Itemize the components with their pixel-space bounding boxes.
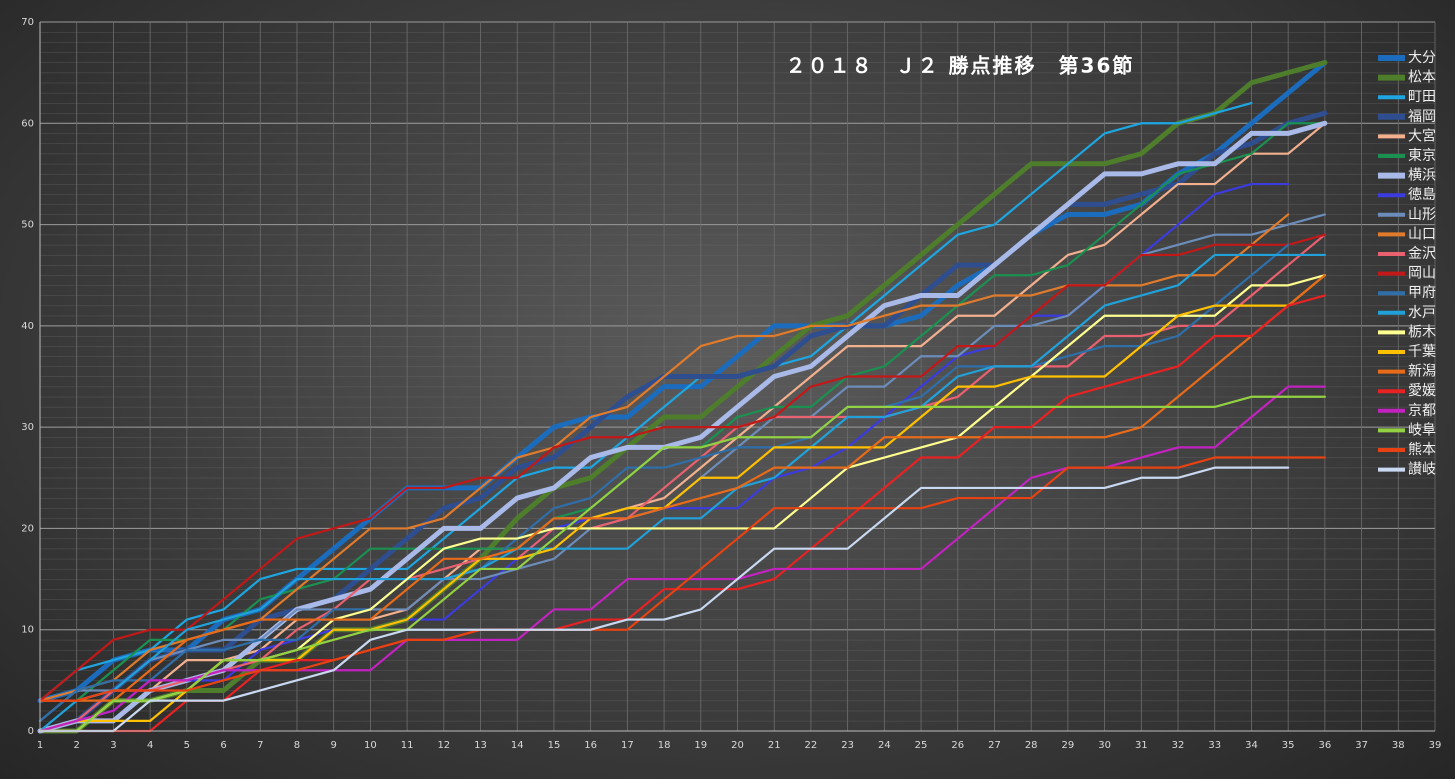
y-tick-label: 0 [28,726,34,737]
series-line [38,294,1326,733]
legend-label: 金沢 [1408,246,1436,262]
y-tick-label: 50 [21,220,34,231]
x-tick-label: 9 [330,740,336,751]
x-tick-label: 27 [988,740,1001,751]
series-line [38,233,1326,733]
x-tick-label: 21 [768,740,781,751]
legend-label: 徳島 [1408,187,1436,203]
x-tick-label: 13 [474,740,487,751]
series-line [38,233,1326,702]
legend-label: 讃岐 [1408,462,1436,478]
x-tick-label: 12 [437,740,450,751]
legend-label: 甲府 [1408,285,1436,301]
legend-label: 岡山 [1408,266,1436,282]
legend-label: 水戸 [1408,305,1436,321]
legend: 大分松本町田福岡大宮東京横浜徳島山形山口金沢岡山甲府水戸栃木千葉新潟愛媛京都岐阜… [1378,50,1436,478]
legend-label: 京都 [1408,403,1436,419]
x-tick-label: 38 [1392,740,1405,751]
x-tick-label: 11 [401,740,414,751]
x-tick-label: 1 [37,740,43,751]
x-tick-label: 7 [257,740,263,751]
legend-label: 愛媛 [1408,383,1436,399]
x-tick-label: 28 [1025,740,1038,751]
x-tick-label: 23 [841,740,854,751]
x-tick-label: 20 [731,740,744,751]
series-line [37,110,1328,734]
x-tick-label: 19 [694,740,707,751]
series-line [38,243,1290,722]
y-tick-label: 40 [21,321,34,332]
x-tick-label: 15 [548,740,561,751]
x-tick-label: 37 [1355,740,1368,751]
legend-label: 新潟 [1408,364,1436,380]
x-tick-label: 32 [1172,740,1185,751]
series-line [37,60,1328,734]
x-tick-label: 24 [878,740,891,751]
x-tick-label: 3 [110,740,116,751]
x-tick-label: 22 [805,740,818,751]
x-tick-label: 35 [1282,740,1295,751]
y-tick-label: 10 [21,625,34,636]
x-tick-label: 39 [1429,740,1442,751]
y-tick-label: 60 [21,118,34,129]
x-tick-label: 29 [1062,740,1075,751]
legend-label: 東京 [1408,148,1436,164]
x-tick-label: 25 [915,740,928,751]
x-tick-label: 17 [621,740,634,751]
legend-label: 栃木 [1408,324,1436,340]
x-tick-label: 33 [1208,740,1221,751]
legend-label: 山形 [1408,207,1436,223]
series-line [38,385,1326,733]
legend-label: 横浜 [1408,168,1436,184]
series-line [37,120,1328,734]
legend-label: 千葉 [1408,344,1436,360]
x-tick-label: 2 [74,740,80,751]
y-tick-label: 20 [21,523,34,534]
x-tick-label: 30 [1098,740,1111,751]
x-tick-label: 4 [147,740,153,751]
x-tick-label: 16 [584,740,597,751]
x-tick-label: 18 [658,740,671,751]
legend-label: 岐阜 [1408,421,1436,438]
y-tick-label: 30 [21,422,34,433]
x-tick-label: 34 [1245,740,1258,751]
x-tick-label: 36 [1319,740,1332,751]
x-tick-label: 26 [951,740,964,751]
x-tick-label: 6 [220,740,226,751]
series-line [38,101,1253,702]
legend-label: 熊本 [1408,442,1436,458]
legend-label: 山口 [1408,226,1436,242]
x-tick-label: 31 [1135,740,1148,751]
x-tick-label: 8 [294,740,300,751]
series-line [38,395,1326,733]
series-line [38,466,1290,733]
legend-label: 松本 [1408,70,1436,86]
legend-label: 町田 [1408,89,1436,105]
series-line [38,122,1326,702]
legend-label: 大分 [1408,50,1436,66]
x-tick-label: 10 [364,740,377,751]
legend-label: 大宮 [1408,128,1436,144]
x-tick-label: 5 [184,740,190,751]
series-line [38,456,1326,702]
lines [37,60,1328,734]
series-line [38,253,1326,733]
y-tick-label: 70 [21,17,34,28]
series-line [38,274,1326,702]
legend-label: 福岡 [1408,109,1436,125]
chart-title: ２０１８ Ｊ２ 勝点推移 第36節 [786,54,1135,78]
x-tick-label: 14 [511,740,524,751]
